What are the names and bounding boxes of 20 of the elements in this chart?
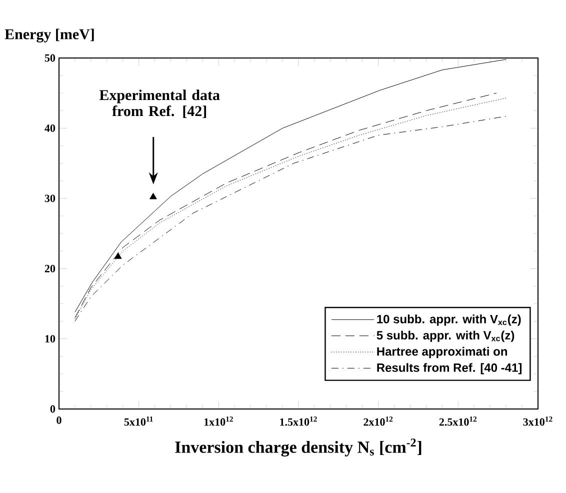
y-tick-label: 10 (45, 335, 56, 343)
y-tick-label: 50 (44, 54, 56, 62)
x-tick-label: 2x10$^{12}$ (364, 416, 393, 426)
annotation: Experimental data from Ref. [42] (99, 90, 220, 118)
x-tick-label: 0 (56, 416, 62, 424)
x-tick-label: 1.5x10$^{12}$ (280, 416, 317, 426)
legend-label: Hartree approximati on (377, 346, 507, 358)
x-axis-title: Inversion charge density N$_{s}$ [cm$^{-2}$] (175, 438, 422, 457)
y-tick-label: 20 (44, 264, 56, 272)
legend-label: 5 subb. appr. with V$_{xc}$(z) (376, 330, 514, 342)
y-tick-label: 40 (44, 124, 56, 132)
legend-label: 10 subb. appr. with V$_{xc}$(z) (377, 314, 521, 326)
y-tick-label: 0 (50, 405, 56, 413)
x-tick-label: 1x10$^{12}$ (204, 416, 233, 426)
x-tick-label: 2.5x10$^{12}$ (439, 416, 477, 426)
x-tick-label: 3x10$^{12}$ (523, 416, 552, 426)
y-axis-title: Energy [meV] (4, 28, 94, 42)
x-tick-label: 5x10$^{11}$ (124, 416, 153, 426)
y-tick-label: 30 (44, 194, 56, 202)
legend-label: Results from Ref. [40 -41] (377, 363, 522, 374)
